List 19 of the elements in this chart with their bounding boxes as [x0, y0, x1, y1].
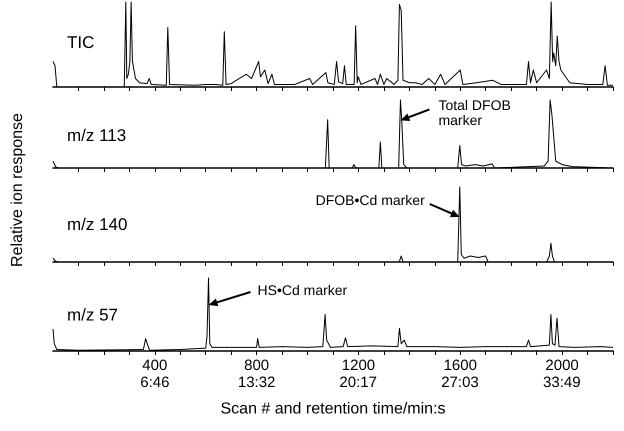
x-tick-label: 1200 [342, 357, 376, 374]
x2-tick-label: 13:32 [238, 374, 276, 391]
annotation: DFOB•Cd marker [316, 192, 426, 208]
y-axis-title: Relative ion response [9, 113, 27, 267]
annotation: HS•Cd marker [258, 282, 348, 298]
x2-tick-label: 27:03 [441, 374, 479, 391]
text: m/z 140 [67, 215, 128, 234]
x-tick-label: 800 [244, 357, 270, 374]
x2-tick-label: 20:17 [339, 374, 377, 391]
x2-tick-label: 6:46 [140, 374, 170, 391]
x-axis-title: Scan # and retention time/min:s [220, 400, 446, 418]
annotation: Total DFOB marker [438, 96, 511, 128]
x2-tick-label: 33:49 [543, 374, 581, 391]
text: m/z 113 [67, 126, 126, 145]
x-tick-label: 1600 [444, 357, 477, 374]
text: m/z 57 [67, 305, 118, 324]
text: TIC [67, 33, 94, 52]
x-tick-label: 2000 [545, 357, 579, 374]
x-tick-label: 400 [142, 357, 168, 374]
